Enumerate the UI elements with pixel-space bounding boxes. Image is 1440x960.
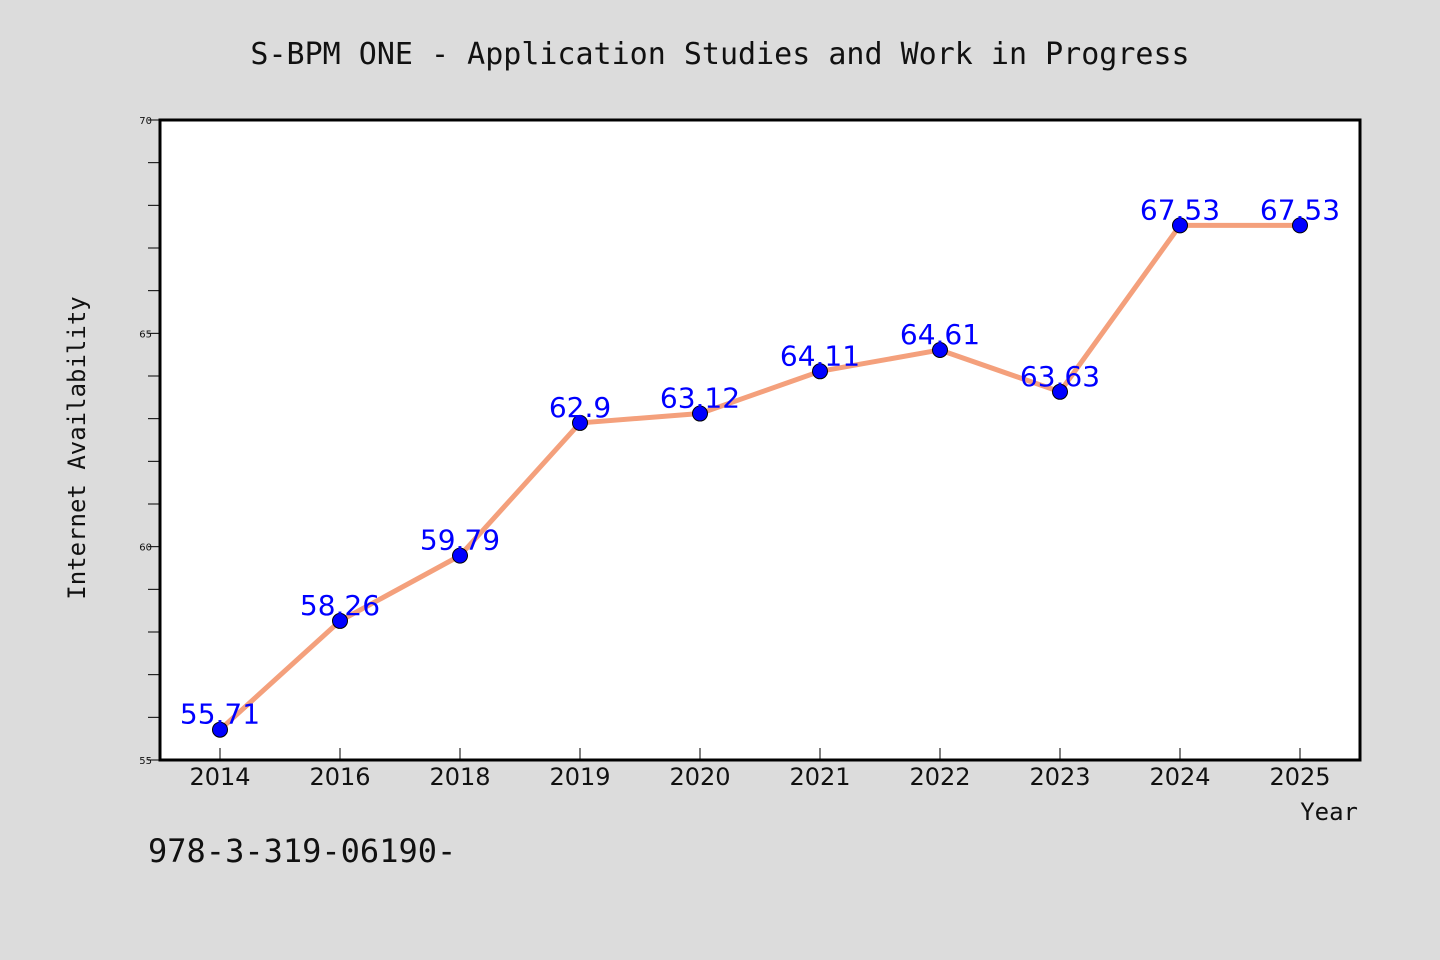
data-point bbox=[932, 341, 948, 358]
x-tick-label: 2021 bbox=[789, 763, 850, 791]
y-tick-label: 70 bbox=[139, 116, 152, 127]
x-tick-label: 2020 bbox=[669, 763, 730, 791]
data-point bbox=[452, 547, 468, 564]
y-tick-label: 65 bbox=[139, 329, 152, 340]
y-tick-label: 55 bbox=[139, 756, 152, 767]
data-label: 58.26 bbox=[300, 589, 380, 622]
data-label: 67.53 bbox=[1260, 193, 1340, 226]
data-point bbox=[812, 363, 828, 380]
y-tick-label: 60 bbox=[139, 543, 152, 554]
data-point bbox=[332, 612, 348, 629]
x-tick-label: 2018 bbox=[429, 763, 490, 791]
x-tick-label: 2023 bbox=[1029, 763, 1090, 791]
x-tick-label: 2019 bbox=[549, 763, 610, 791]
data-label: 55.71 bbox=[180, 698, 260, 731]
x-tick-label: 2024 bbox=[1149, 763, 1210, 791]
footer-code: 978-3-319-06190- bbox=[148, 832, 457, 870]
data-label: 63.63 bbox=[1020, 360, 1100, 393]
data-label: 62.9 bbox=[549, 391, 611, 424]
chart-title: S-BPM ONE - Application Studies and Work… bbox=[250, 37, 1189, 72]
data-point bbox=[1172, 217, 1188, 234]
series-layer bbox=[212, 217, 1308, 738]
axis-ticks: 55 60 65 70 2014 2016 2018 2019 2020 2021 2022 2023… bbox=[139, 116, 1330, 791]
data-point bbox=[1292, 217, 1308, 234]
x-axis-label: Year bbox=[1300, 798, 1358, 826]
x-tick-label: 2022 bbox=[909, 763, 970, 791]
data-point bbox=[1052, 383, 1068, 400]
y-axis-label: Internet Availability bbox=[63, 296, 91, 599]
data-label: 59.79 bbox=[420, 524, 500, 557]
x-tick-label: 2025 bbox=[1269, 763, 1330, 791]
data-point bbox=[692, 405, 708, 422]
plot-area bbox=[160, 120, 1360, 760]
x-tick-label: 2016 bbox=[309, 763, 370, 791]
data-label: 64.61 bbox=[900, 318, 980, 351]
data-label: 64.11 bbox=[780, 339, 860, 372]
x-tick-label: 2014 bbox=[189, 763, 250, 791]
data-point bbox=[572, 414, 588, 431]
plot-frame bbox=[158, 118, 1362, 762]
data-label: 63.12 bbox=[660, 382, 740, 415]
data-point bbox=[212, 721, 228, 738]
series-line bbox=[217, 222, 1303, 733]
data-labels: 55.71 58.26 59.79 62.9 63.12 64.11 64.61 63.63 6… bbox=[180, 193, 1340, 730]
data-label: 67.53 bbox=[1140, 193, 1220, 226]
